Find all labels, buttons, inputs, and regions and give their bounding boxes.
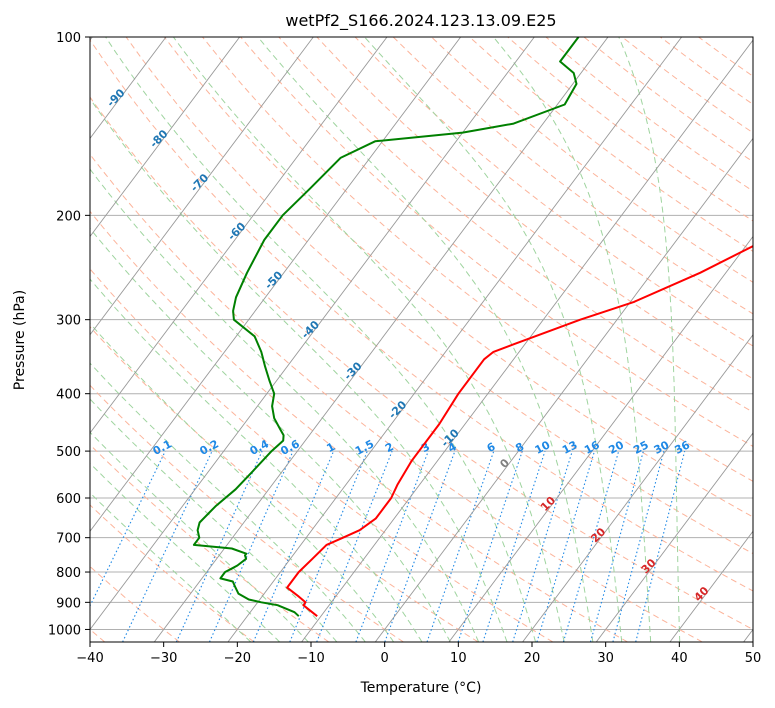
moist-adiabat bbox=[90, 227, 451, 642]
y-tick-label: 900 bbox=[56, 596, 81, 611]
moist-adiabats bbox=[90, 37, 681, 642]
mixing-ratio-line bbox=[512, 450, 573, 642]
x-tick-label: −40 bbox=[76, 651, 103, 666]
moist-adiabat bbox=[90, 362, 366, 642]
mixing-ratio-line bbox=[589, 450, 644, 642]
y-tick-label: 600 bbox=[56, 492, 81, 507]
isotherm-line bbox=[522, 334, 753, 642]
mixing-ratio-line bbox=[426, 450, 495, 642]
mixing-ratio-line bbox=[122, 450, 213, 642]
x-tick-label: 10 bbox=[450, 651, 467, 666]
mixing-ratio-line bbox=[90, 450, 166, 608]
moist-adiabat bbox=[90, 492, 252, 642]
x-axis: −40 −30 −20 −10 0 10 20 30 40 50 bbox=[76, 642, 761, 666]
dry-adiabat bbox=[90, 96, 753, 630]
dry-adiabat bbox=[354, 37, 753, 347]
x-tick-label: 0 bbox=[381, 651, 389, 666]
dewpoint-profile bbox=[192, 37, 580, 617]
mixing-ratio-label: 30 bbox=[652, 438, 672, 457]
dry-adiabat bbox=[240, 37, 753, 447]
mixing-ratio-line bbox=[612, 450, 665, 642]
y-tick-label: 700 bbox=[56, 532, 81, 547]
dry-adiabat bbox=[163, 37, 753, 518]
mixing-ratio-line bbox=[384, 450, 456, 642]
isotherm-line bbox=[153, 37, 609, 642]
mixing-ratio-label: 10 bbox=[533, 438, 553, 457]
x-tick-label: −20 bbox=[224, 651, 251, 666]
moist-adiabat bbox=[257, 37, 594, 642]
isotherm-line bbox=[374, 137, 753, 642]
profile-series bbox=[192, 37, 753, 617]
mixing-ratio-label: 13 bbox=[560, 438, 580, 457]
isotherm-line bbox=[90, 37, 535, 631]
mixing-ratio-line bbox=[252, 450, 335, 642]
isotherm-line bbox=[90, 37, 388, 434]
x-tick-label: 20 bbox=[524, 651, 541, 666]
x-axis-title: Temperature (°C) bbox=[360, 680, 482, 696]
x-tick-label: 40 bbox=[671, 651, 688, 666]
mixing-ratio-line bbox=[208, 450, 294, 642]
mixing-ratio-label: 25 bbox=[631, 438, 651, 457]
isotherms bbox=[90, 37, 753, 642]
mixing-ratio-label: 36 bbox=[672, 438, 692, 457]
x-tick-label: 50 bbox=[745, 651, 762, 666]
mixing-ratio-line bbox=[457, 450, 523, 642]
mixing-ratio-line bbox=[482, 450, 546, 642]
isotherm-line bbox=[448, 235, 753, 642]
plot-frame bbox=[89, 36, 754, 643]
dry-adiabat bbox=[431, 37, 753, 283]
dry-adiabat bbox=[202, 37, 753, 482]
dry-adiabat bbox=[90, 210, 628, 642]
y-axis-title: Pressure (hPa) bbox=[12, 290, 28, 390]
moist-adiabat bbox=[90, 278, 423, 642]
moist-adiabat bbox=[172, 37, 565, 642]
chart-title: wetPf2_S166.2024.123.13.09.E25 bbox=[285, 11, 556, 31]
mixing-ratio-line bbox=[635, 450, 686, 642]
temperature-profile bbox=[286, 244, 753, 617]
moist-adiabat bbox=[90, 398, 338, 642]
moist-adiabat bbox=[90, 431, 309, 642]
dry-adiabats bbox=[90, 37, 753, 642]
moist-adiabat bbox=[90, 462, 281, 642]
y-axis: 100 200 300 400 500 600 700 800 900 1000 bbox=[48, 31, 90, 638]
y-tick-label: 100 bbox=[56, 31, 81, 46]
mixing-ratio-line bbox=[562, 450, 620, 642]
y-tick-label: 400 bbox=[56, 388, 81, 403]
isotherm-line bbox=[595, 432, 753, 642]
moist-adiabat bbox=[105, 37, 537, 642]
moist-adiabat bbox=[493, 37, 652, 642]
x-tick-label: 30 bbox=[597, 651, 614, 666]
y-tick-label: 200 bbox=[56, 209, 81, 224]
moist-adiabat bbox=[364, 37, 623, 642]
x-tick-label: −30 bbox=[150, 651, 177, 666]
moist-adiabat bbox=[90, 168, 480, 642]
mixing-ratio-label: 16 bbox=[582, 438, 602, 457]
dry-adiabat bbox=[90, 153, 703, 642]
x-tick-label: −10 bbox=[297, 651, 324, 666]
isotherm-line bbox=[90, 37, 314, 336]
dry-adiabat bbox=[90, 268, 554, 642]
dry-adiabat bbox=[90, 39, 753, 592]
moist-adiabat bbox=[618, 37, 681, 642]
grid-layer bbox=[90, 37, 753, 630]
y-tick-label: 300 bbox=[56, 314, 81, 329]
isotherm-line bbox=[227, 37, 683, 642]
mixing-ratio-label: 20 bbox=[606, 438, 626, 457]
isotherm-line bbox=[90, 37, 241, 238]
y-tick-label: 1000 bbox=[48, 623, 81, 638]
moist-adiabat bbox=[90, 322, 395, 642]
dry-adiabat bbox=[392, 37, 753, 315]
isotherm-line bbox=[669, 530, 753, 642]
y-tick-label: 500 bbox=[56, 445, 81, 460]
y-tick-label: 800 bbox=[56, 566, 81, 581]
isotherm-line bbox=[90, 37, 462, 532]
dry-adiabat bbox=[90, 384, 404, 642]
